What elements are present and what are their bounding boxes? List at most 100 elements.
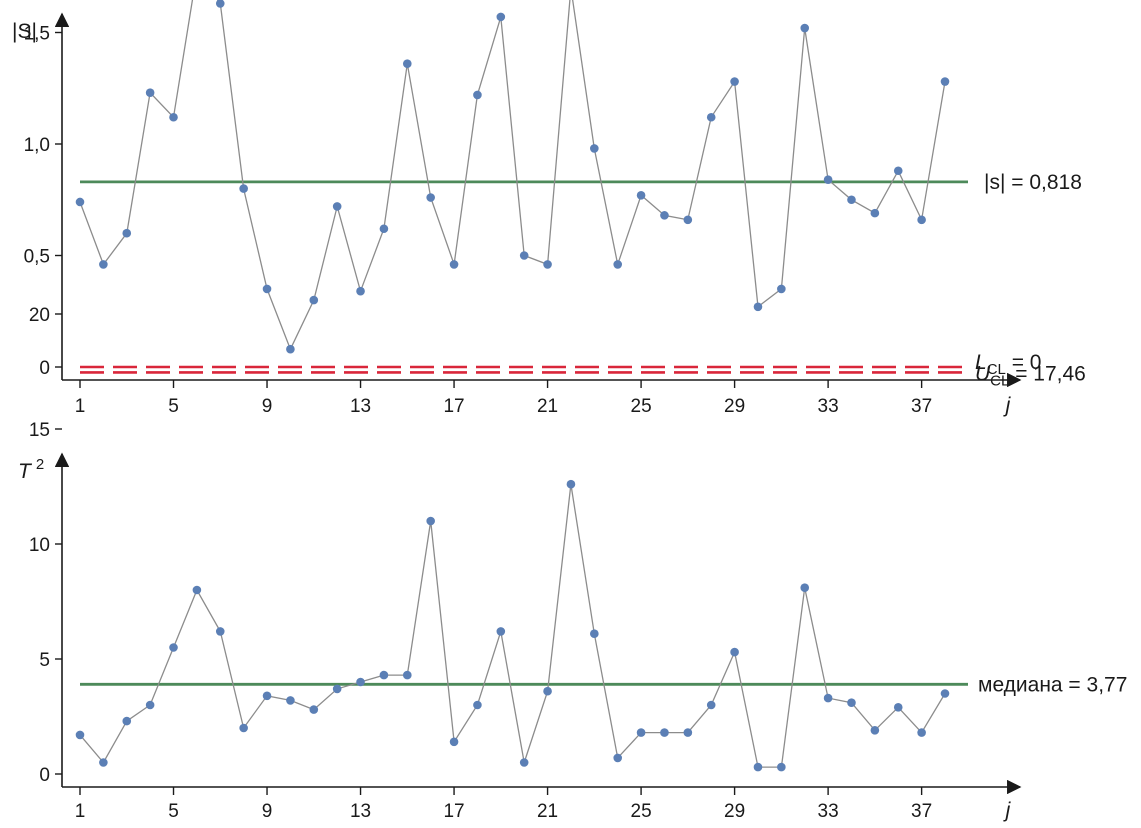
data-point xyxy=(309,295,319,305)
data-point xyxy=(379,670,389,680)
data-point xyxy=(286,344,295,354)
data-point xyxy=(332,684,342,694)
data-point xyxy=(613,753,623,763)
data-point xyxy=(660,728,669,737)
y-tick-label: 1,0 xyxy=(24,135,50,156)
x-tick-label: 1 xyxy=(75,801,86,822)
x-tick-label: 17 xyxy=(443,801,464,822)
data-point xyxy=(145,88,155,98)
x-tick-label: 9 xyxy=(262,396,273,417)
y-tick-label: 20 xyxy=(29,305,50,326)
data-point xyxy=(753,302,763,312)
lcl-label-main: L xyxy=(975,351,987,374)
data-point xyxy=(566,479,576,489)
data-point xyxy=(99,260,108,269)
data-point xyxy=(683,728,693,737)
lcl-label: LCL = 0 xyxy=(975,351,1042,378)
data-point xyxy=(192,585,202,595)
data-point xyxy=(730,647,739,657)
data-point xyxy=(215,627,225,636)
data-point xyxy=(496,12,506,22)
y-tick-label: 10 xyxy=(29,535,50,556)
x-tick-label: 17 xyxy=(443,396,464,417)
data-point xyxy=(122,228,132,238)
x-tick-label: 29 xyxy=(724,801,745,822)
data-point xyxy=(706,700,716,710)
x-tick-label: 29 xyxy=(724,396,745,417)
data-point xyxy=(402,59,412,69)
data-point xyxy=(145,700,155,710)
data-point xyxy=(75,730,85,740)
ucl-label-value: = 17,46 xyxy=(1009,362,1085,385)
x-tick-label: 5 xyxy=(168,801,179,822)
x-tick-label: 33 xyxy=(818,801,839,822)
ucl-label-main: U xyxy=(975,362,991,385)
y-tick-label: 1,5 xyxy=(24,24,50,45)
x-tick-label: 5 xyxy=(168,396,179,417)
ucl-label: UCL = 17,46 xyxy=(975,362,1086,389)
data-point xyxy=(519,758,529,767)
data-point xyxy=(426,516,435,526)
data-point xyxy=(730,77,739,86)
y-tick-label: 0,5 xyxy=(24,247,50,268)
data-point xyxy=(893,166,903,176)
x-tick-label: 37 xyxy=(911,801,932,822)
data-point xyxy=(613,260,623,269)
ucl-label-sub: CL xyxy=(990,372,1009,389)
data-point xyxy=(356,286,365,296)
y-tick-label: 0 xyxy=(39,765,50,786)
data-point xyxy=(543,260,552,269)
data-point xyxy=(870,208,880,218)
data-point xyxy=(636,190,646,200)
data-point xyxy=(847,195,856,205)
center-label: медиана = 3,77 xyxy=(978,673,1127,696)
x-tick-label: 1 xyxy=(75,396,86,417)
lcl-label-sub: CL xyxy=(987,361,1006,378)
x-tick-label: 13 xyxy=(350,801,371,822)
data-point xyxy=(239,723,248,733)
data-point xyxy=(753,762,763,772)
data-point xyxy=(309,705,319,714)
data-point xyxy=(356,677,365,687)
x-tick-label: 21 xyxy=(537,396,558,417)
x-axis-title: j xyxy=(1003,799,1012,822)
data-point xyxy=(590,629,599,638)
data-point xyxy=(262,284,272,294)
s-control-chart: 00,51,01,52,02,515913172125293337j|S|UCL… xyxy=(12,0,1082,417)
data-point xyxy=(426,193,435,202)
data-point xyxy=(777,762,786,772)
x-tick-label: 33 xyxy=(818,396,839,417)
data-point xyxy=(473,700,482,710)
x-tick-label: 25 xyxy=(631,801,652,822)
x-tick-label: 13 xyxy=(350,396,371,417)
data-point xyxy=(660,211,669,220)
x-axis-title: j xyxy=(1003,394,1012,417)
data-point xyxy=(122,716,132,726)
y-tick-label: 5 xyxy=(39,650,50,671)
y-tick-label: 15 xyxy=(29,420,50,441)
data-point xyxy=(262,691,272,701)
data-point xyxy=(286,696,295,705)
y-tick-label: 0 xyxy=(39,358,50,379)
data-point xyxy=(636,728,646,737)
data-point xyxy=(215,0,225,8)
data-point xyxy=(402,670,412,680)
data-point xyxy=(449,260,459,269)
data-point xyxy=(332,202,342,211)
y-axis-title: |S| xyxy=(12,20,37,43)
data-point xyxy=(893,703,903,712)
lcl-label-value: = 0 xyxy=(1006,351,1042,374)
data-point xyxy=(239,184,248,193)
y-axis-title-sup: 2 xyxy=(36,456,44,473)
x-tick-label: 9 xyxy=(262,801,273,822)
data-point xyxy=(75,197,85,207)
data-point xyxy=(683,215,693,225)
data-point xyxy=(800,23,810,33)
data-point xyxy=(870,726,880,735)
data-point xyxy=(169,643,178,652)
data-point xyxy=(940,77,950,86)
data-point xyxy=(823,175,833,184)
